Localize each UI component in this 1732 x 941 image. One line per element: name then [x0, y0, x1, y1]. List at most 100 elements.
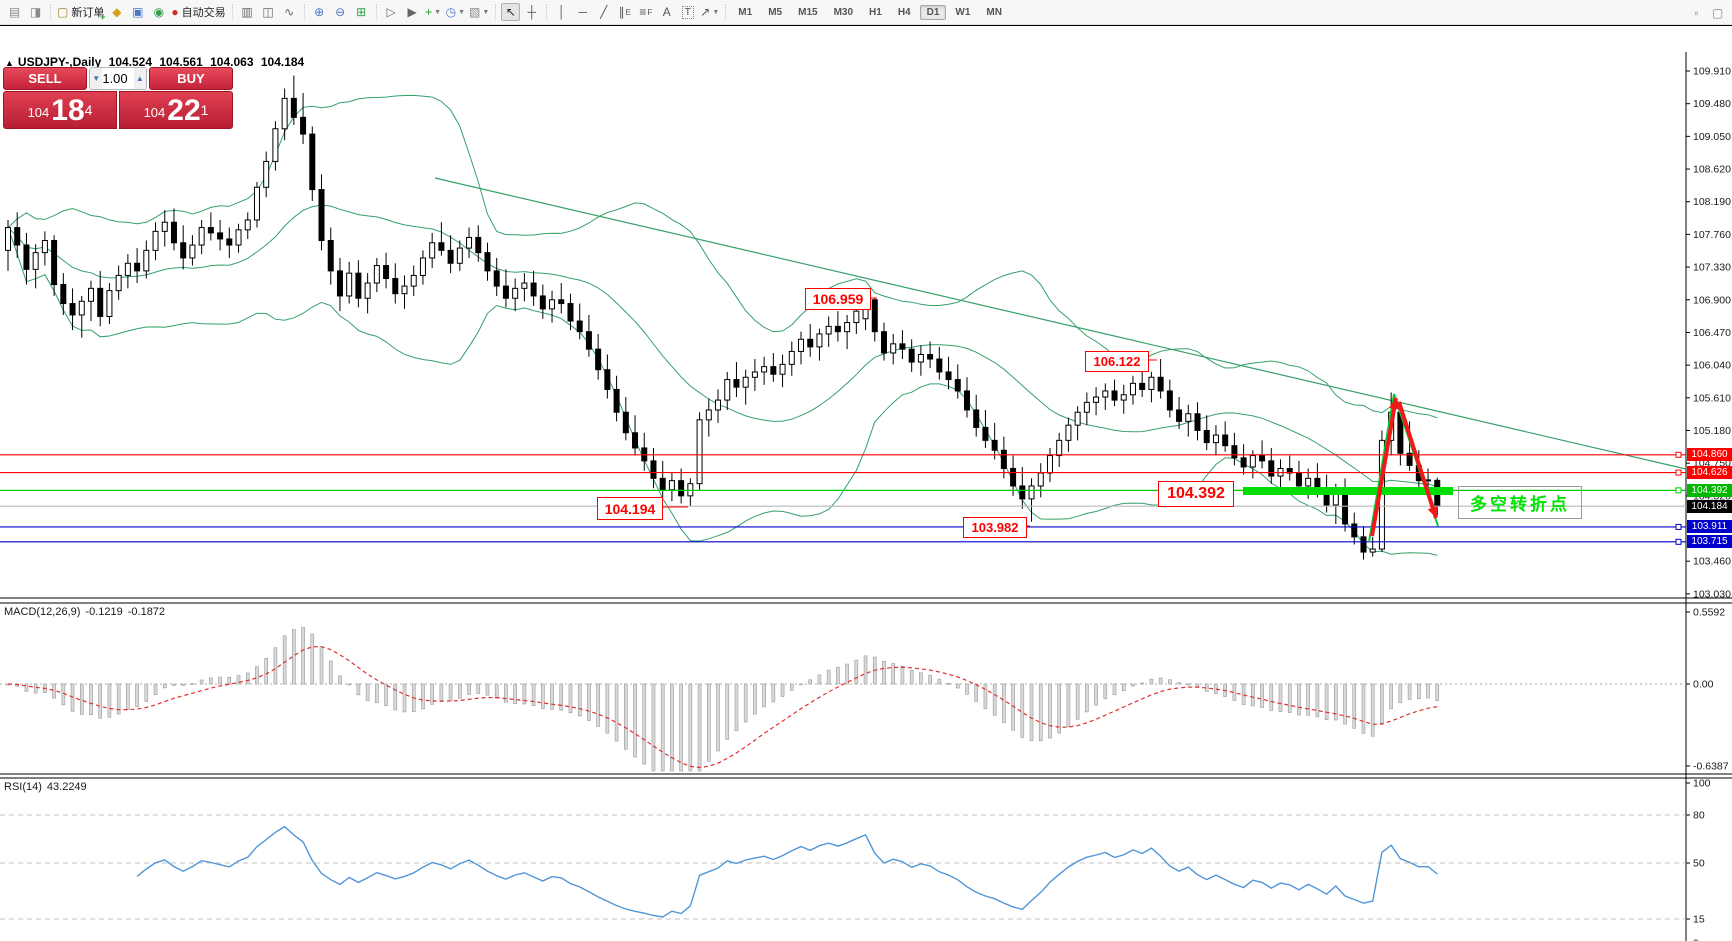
chart-shift-icon[interactable]: ▷	[382, 3, 401, 21]
candle-up[interactable]	[1120, 394, 1127, 401]
candle-up[interactable]	[5, 227, 11, 251]
bar-chart-icon[interactable]: ▥	[238, 3, 257, 21]
sell-button[interactable]: SELL	[3, 67, 87, 90]
timeframe-m15[interactable]: M15	[798, 6, 818, 18]
candle-up[interactable]	[696, 419, 703, 485]
candle-down[interactable]	[613, 388, 620, 413]
candle-up[interactable]	[1046, 455, 1053, 474]
candle-down[interactable]	[392, 277, 399, 295]
trendline-icon[interactable]: ╱	[594, 3, 613, 21]
candle-down[interactable]	[678, 480, 685, 497]
candle-down[interactable]	[1231, 445, 1238, 459]
candle-up[interactable]	[825, 325, 832, 335]
candle-up[interactable]	[1074, 411, 1081, 426]
candle-up[interactable]	[429, 242, 436, 259]
candle-down[interactable]	[1139, 382, 1146, 390]
candle-up[interactable]	[705, 409, 712, 421]
candle-down[interactable]	[908, 348, 915, 363]
candle-up[interactable]	[456, 247, 463, 264]
new-order-icon[interactable]: ▢ + 新订单	[56, 3, 105, 22]
candle-down[interactable]	[567, 303, 574, 322]
candle-up[interactable]	[751, 371, 758, 378]
sell-price[interactable]: 104 18 4	[3, 91, 117, 129]
candle-down[interactable]	[134, 262, 141, 272]
candle-up[interactable]	[161, 221, 168, 232]
candle-up[interactable]	[244, 219, 251, 231]
zoom-in-icon[interactable]: ⊕	[310, 3, 329, 21]
chart-profiles-icon[interactable]: ◨	[26, 3, 45, 21]
buy-price[interactable]: 104 22 1	[119, 91, 233, 129]
candle-down[interactable]	[309, 133, 316, 191]
candle-up[interactable]	[1056, 439, 1063, 457]
candle-down[interactable]	[991, 439, 998, 451]
timeframe-h4[interactable]: H4	[897, 6, 911, 18]
volume-value[interactable]: 1.00	[102, 68, 134, 89]
indicators-icon[interactable]: + ▼	[424, 3, 443, 21]
descending-trendline[interactable]	[434, 177, 1687, 470]
candle-up[interactable]	[235, 229, 242, 246]
new-chart-icon[interactable]: ▤	[5, 3, 24, 21]
candle-down[interactable]	[1000, 449, 1007, 469]
candle-down[interactable]	[14, 227, 21, 246]
candle-up[interactable]	[1083, 401, 1090, 413]
timeframe-m5[interactable]: M5	[768, 6, 783, 18]
timeframe-m30[interactable]: M30	[833, 6, 854, 18]
timeframe-m1[interactable]: M1	[738, 6, 753, 18]
candle-up[interactable]	[521, 282, 528, 289]
candle-down[interactable]	[1194, 413, 1201, 431]
autotrading-icon[interactable]: ● 自动交易	[170, 3, 226, 21]
candle-down[interactable]	[1342, 493, 1349, 525]
candle-up[interactable]	[1332, 493, 1339, 506]
pivot-zone-bar[interactable]	[1243, 487, 1453, 495]
candle-up[interactable]	[410, 274, 417, 287]
candle-down[interactable]	[1259, 455, 1266, 462]
candle-down[interactable]	[69, 303, 76, 316]
candle-up[interactable]	[1129, 382, 1136, 396]
candle-up[interactable]	[115, 274, 122, 292]
candle-down[interactable]	[945, 371, 952, 381]
candle-down[interactable]	[871, 299, 878, 333]
zoom-out-icon[interactable]: ⊖	[331, 3, 350, 21]
candle-down[interactable]	[217, 232, 224, 240]
candle-up[interactable]	[1212, 434, 1219, 444]
candle-up[interactable]	[1249, 455, 1256, 468]
candle-down[interactable]	[51, 239, 58, 286]
candle-up[interactable]	[917, 353, 924, 363]
candle-down[interactable]	[327, 239, 334, 272]
candle-up[interactable]	[687, 483, 694, 497]
timeframe-h1[interactable]: H1	[869, 6, 882, 18]
chevron-down-icon[interactable]: ▼	[712, 8, 720, 16]
fibonacci-icon[interactable]: ≡ F	[636, 3, 655, 21]
candle-up[interactable]	[1037, 472, 1044, 487]
candle-down[interactable]	[936, 358, 943, 373]
chevron-down-icon[interactable]: ▼	[458, 8, 466, 16]
volume-decrease-button[interactable]: ▼	[90, 68, 103, 89]
candle-down[interactable]	[1176, 409, 1183, 422]
rally-arrow[interactable]	[1370, 397, 1398, 537]
candle-down[interactable]	[1406, 452, 1413, 466]
candle-down[interactable]	[23, 244, 30, 270]
candle-up[interactable]	[1065, 424, 1072, 441]
candle-up[interactable]	[401, 285, 408, 295]
docking-icon[interactable]: ▫	[1687, 4, 1706, 22]
market-watch-icon[interactable]: ◆	[107, 3, 126, 21]
candle-up[interactable]	[143, 249, 150, 272]
candle-down[interactable]	[336, 270, 343, 297]
candle-up[interactable]	[1102, 390, 1109, 398]
candle-up[interactable]	[816, 333, 823, 348]
candle-up[interactable]	[466, 236, 473, 249]
candle-down[interactable]	[659, 477, 666, 491]
candle-up[interactable]	[419, 257, 426, 276]
terminal-icon[interactable]: ▣	[128, 3, 147, 21]
candle-up[interactable]	[512, 287, 519, 299]
chevron-down-icon[interactable]: ▼	[434, 8, 442, 16]
price-annotation-label[interactable]: 103.982	[963, 517, 1027, 538]
templates-icon[interactable]: ▧ ▼	[468, 3, 490, 21]
vertical-line-icon[interactable]: │	[552, 3, 571, 21]
signals-icon[interactable]: ◉	[149, 3, 168, 21]
candle-down[interactable]	[475, 236, 482, 254]
candle-up[interactable]	[549, 299, 556, 310]
candle-down[interactable]	[558, 299, 565, 305]
candle-up[interactable]	[373, 265, 380, 284]
candle-down[interactable]	[1019, 485, 1026, 500]
